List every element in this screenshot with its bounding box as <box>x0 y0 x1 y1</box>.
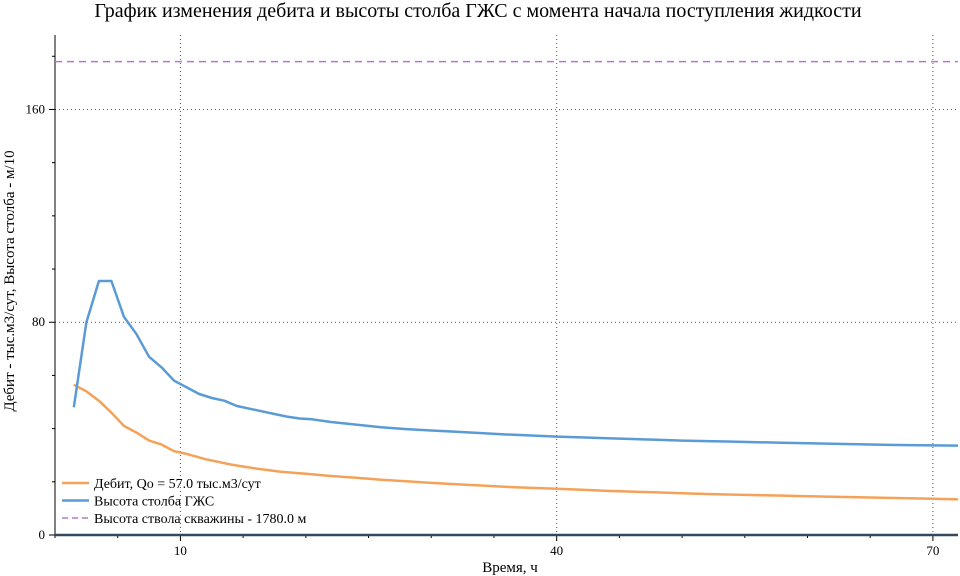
y-tick-label: 80 <box>32 314 45 329</box>
axes <box>54 35 958 536</box>
series-line-0 <box>73 383 959 501</box>
y-tick-label: 160 <box>26 101 46 116</box>
y-tick-label: 0 <box>39 527 46 542</box>
series-line-1 <box>72 279 959 447</box>
chart-title: График изменения дебита и высоты столба … <box>94 0 861 22</box>
grid <box>55 35 958 536</box>
y-axis-label: Дебит - тыс.м3/сут, Высота столба - м/10 <box>2 150 18 411</box>
legend-label: Высота ствола скважины - 1780.0 м <box>94 512 307 527</box>
x-tick-label: 10 <box>174 543 187 558</box>
legend-label: Высота столба ГЖС <box>94 495 214 510</box>
series-layer <box>55 60 959 537</box>
x-tick-label: 70 <box>926 543 939 558</box>
x-axis-label: Время, ч <box>482 560 538 576</box>
x-tick-label: 40 <box>550 543 563 558</box>
legend-label: Дебит, Qo = 57.0 тыс.м3/сут <box>94 477 261 492</box>
legend: Дебит, Qo = 57.0 тыс.м3/сут Высота столба… <box>62 477 307 527</box>
